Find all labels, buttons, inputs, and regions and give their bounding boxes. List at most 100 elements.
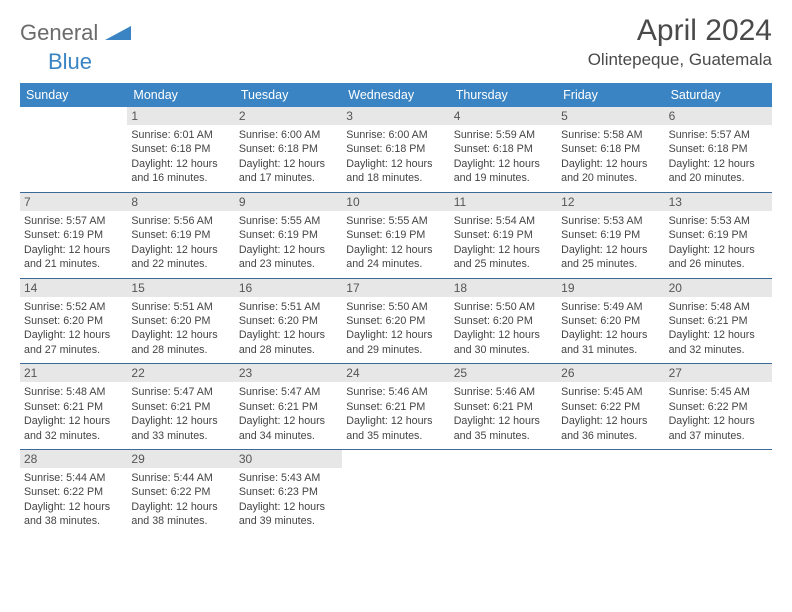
day-number: 4: [450, 107, 557, 125]
day-number: 12: [557, 193, 664, 211]
daylight-line: Daylight: 12 hours and 35 minutes.: [454, 414, 553, 443]
sunset-line: Sunset: 6:18 PM: [131, 142, 230, 156]
sunrise-line: Sunrise: 5:56 AM: [131, 214, 230, 228]
daylight-line: Daylight: 12 hours and 19 minutes.: [454, 157, 553, 186]
sunset-line: Sunset: 6:18 PM: [346, 142, 445, 156]
sunset-line: Sunset: 6:21 PM: [669, 314, 768, 328]
day-header: Tuesday: [235, 83, 342, 107]
day-cell: 30Sunrise: 5:43 AMSunset: 6:23 PMDayligh…: [235, 450, 342, 535]
daylight-line: Daylight: 12 hours and 32 minutes.: [24, 414, 123, 443]
sunset-line: Sunset: 6:22 PM: [131, 485, 230, 499]
sunrise-line: Sunrise: 5:48 AM: [24, 385, 123, 399]
day-cell: 6Sunrise: 5:57 AMSunset: 6:18 PMDaylight…: [665, 107, 772, 192]
day-cell: 9Sunrise: 5:55 AMSunset: 6:19 PMDaylight…: [235, 193, 342, 278]
day-cell: 15 Sunrise: 5:51 AMSunset: 6:20 PMDayligh…: [127, 279, 234, 364]
sunrise-line: Sunrise: 5:45 AM: [669, 385, 768, 399]
sunrise-line: Sunrise: 5:52 AM: [24, 300, 123, 314]
day-cell: 23Sunrise: 5:47 AMSunset: 6:21 PMDayligh…: [235, 364, 342, 449]
title-block: April 2024 Olintepeque, Guatemala: [588, 14, 772, 70]
sunset-line: Sunset: 6:21 PM: [24, 400, 123, 414]
daylight-line: Daylight: 12 hours and 24 minutes.: [346, 243, 445, 272]
day-header: Thursday: [450, 83, 557, 107]
sunset-line: Sunset: 6:18 PM: [669, 142, 768, 156]
day-cell: 24Sunrise: 5:46 AMSunset: 6:21 PMDayligh…: [342, 364, 449, 449]
sunset-line: Sunset: 6:19 PM: [454, 228, 553, 242]
daylight-line: Daylight: 12 hours and 31 minutes.: [561, 328, 660, 357]
day-number: 15: [127, 279, 234, 297]
week-row: 21Sunrise: 5:48 AMSunset: 6:21 PMDayligh…: [20, 364, 772, 450]
sunrise-line: Sunrise: 5:51 AM: [239, 300, 338, 314]
day-cell: 21 Sunrise: 5:48 AMSunset: 6:21 PMDayligh…: [20, 364, 127, 449]
daylight-line: Daylight: 12 hours and 16 minutes.: [131, 157, 230, 186]
daylight-line: Daylight: 12 hours and 17 minutes.: [239, 157, 338, 186]
sunrise-line: Sunrise: 5:45 AM: [561, 385, 660, 399]
daylight-line: Daylight: 12 hours and 28 minutes.: [131, 328, 230, 357]
day-number: 11: [450, 193, 557, 211]
sunrise-line: Sunrise: 6:00 AM: [239, 128, 338, 142]
day-cell: 27Sunrise: 5:45 AMSunset: 6:22 PMDayligh…: [665, 364, 772, 449]
daylight-line: Daylight: 12 hours and 38 minutes.: [24, 500, 123, 529]
sunrise-line: Sunrise: 5:44 AM: [131, 471, 230, 485]
sunset-line: Sunset: 6:20 PM: [454, 314, 553, 328]
week-row: 14Sunrise: 5:52 AMSunset: 6:20 PMDayligh…: [20, 279, 772, 365]
month-title: April 2024: [588, 14, 772, 48]
sunset-line: Sunset: 6:19 PM: [239, 228, 338, 242]
daylight-line: Daylight: 12 hours and 37 minutes.: [669, 414, 768, 443]
daylight-line: Daylight: 12 hours and 25 minutes.: [561, 243, 660, 272]
day-number: 2: [235, 107, 342, 125]
day-cell: 3Sunrise: 6:00 AMSunset: 6:18 PMDaylight…: [342, 107, 449, 192]
sunrise-line: Sunrise: 5:51 AM: [131, 300, 230, 314]
day-number: 17: [342, 279, 449, 297]
day-cell: 25Sunrise: 5:46 AMSunset: 6:21 PMDayligh…: [450, 364, 557, 449]
day-cell: [20, 107, 127, 192]
day-number: 20: [665, 279, 772, 297]
daylight-line: Daylight: 12 hours and 30 minutes.: [454, 328, 553, 357]
day-cell: 19Sunrise: 5:49 AMSunset: 6:20 PMDayligh…: [557, 279, 664, 364]
daylight-line: Daylight: 12 hours and 32 minutes.: [669, 328, 768, 357]
header: General Blue April 2024 Olintepeque, Gua…: [20, 14, 772, 75]
day-header-row: Sunday Monday Tuesday Wednesday Thursday…: [20, 83, 772, 107]
calendar-page: General Blue April 2024 Olintepeque, Gua…: [0, 0, 792, 545]
day-number: 26: [557, 364, 664, 382]
sunrise-line: Sunrise: 5:44 AM: [24, 471, 123, 485]
logo-text-1: General: [20, 20, 98, 45]
day-cell: 11Sunrise: 5:54 AMSunset: 6:19 PMDayligh…: [450, 193, 557, 278]
daylight-line: Daylight: 12 hours and 27 minutes.: [24, 328, 123, 357]
sunset-line: Sunset: 6:19 PM: [346, 228, 445, 242]
day-header: Wednesday: [342, 83, 449, 107]
sunset-line: Sunset: 6:18 PM: [454, 142, 553, 156]
day-number: 18: [450, 279, 557, 297]
daylight-line: Daylight: 12 hours and 20 minutes.: [561, 157, 660, 186]
daylight-line: Daylight: 12 hours and 18 minutes.: [346, 157, 445, 186]
sunrise-line: Sunrise: 6:00 AM: [346, 128, 445, 142]
weeks-container: 1Sunrise: 6:01 AMSunset: 6:18 PMDaylight…: [20, 107, 772, 535]
sunset-line: Sunset: 6:20 PM: [131, 314, 230, 328]
calendar: Sunday Monday Tuesday Wednesday Thursday…: [20, 83, 772, 535]
logo-triangle-icon: [105, 24, 131, 45]
sunrise-line: Sunrise: 5:43 AM: [239, 471, 338, 485]
daylight-line: Daylight: 12 hours and 20 minutes.: [669, 157, 768, 186]
day-cell: 2Sunrise: 6:00 AMSunset: 6:18 PMDaylight…: [235, 107, 342, 192]
day-number: 19: [557, 279, 664, 297]
day-number: 16: [235, 279, 342, 297]
day-number: 14: [20, 279, 127, 297]
sunrise-line: Sunrise: 5:55 AM: [239, 214, 338, 228]
day-number: 27: [665, 364, 772, 382]
sunrise-line: Sunrise: 5:53 AM: [561, 214, 660, 228]
day-cell: 12Sunrise: 5:53 AMSunset: 6:19 PMDayligh…: [557, 193, 664, 278]
sunrise-line: Sunrise: 5:50 AM: [454, 300, 553, 314]
day-number: 6: [665, 107, 772, 125]
day-cell: 8Sunrise: 5:56 AMSunset: 6:19 PMDaylight…: [127, 193, 234, 278]
sunset-line: Sunset: 6:23 PM: [239, 485, 338, 499]
sunrise-line: Sunrise: 5:48 AM: [669, 300, 768, 314]
day-cell: 29Sunrise: 5:44 AMSunset: 6:22 PMDayligh…: [127, 450, 234, 535]
sunset-line: Sunset: 6:18 PM: [561, 142, 660, 156]
week-row: 7Sunrise: 5:57 AMSunset: 6:19 PMDaylight…: [20, 193, 772, 279]
day-number: 10: [342, 193, 449, 211]
sunset-line: Sunset: 6:21 PM: [239, 400, 338, 414]
day-number: 21: [20, 364, 127, 382]
day-cell: 1Sunrise: 6:01 AMSunset: 6:18 PMDaylight…: [127, 107, 234, 192]
day-cell: 28Sunrise: 5:44 AMSunset: 6:22 PMDayligh…: [20, 450, 127, 535]
sunrise-line: Sunrise: 5:47 AM: [239, 385, 338, 399]
day-header: Friday: [557, 83, 664, 107]
